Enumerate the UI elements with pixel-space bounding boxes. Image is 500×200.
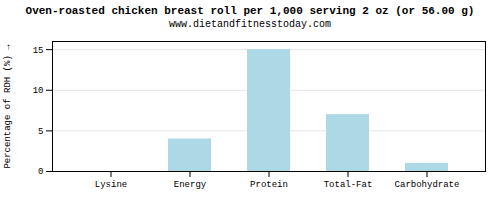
html-text:Oven-roasted chicken breast ro: Oven-roasted chicken breast roll per 1,0… [25,5,475,17]
svg-text:Protein: Protein [250,180,288,190]
html-text:www.dietandfitnesstoday.com: www.dietandfitnesstoday.com [169,19,331,30]
svg-text:Percentage of RDH (%) →: Percentage of RDH (%) → [3,44,13,169]
svg-text:10: 10 [33,86,44,96]
svg-text:15: 15 [33,46,44,56]
svg-text:0: 0 [38,167,43,177]
svg-text:Lysine: Lysine [95,180,127,190]
svg-text:Total-Fat: Total-Fat [324,180,373,190]
svg-text:Energy: Energy [174,180,207,190]
svg-text:Carbohydrate: Carbohydrate [395,180,460,190]
svg-text:5: 5 [38,127,43,137]
